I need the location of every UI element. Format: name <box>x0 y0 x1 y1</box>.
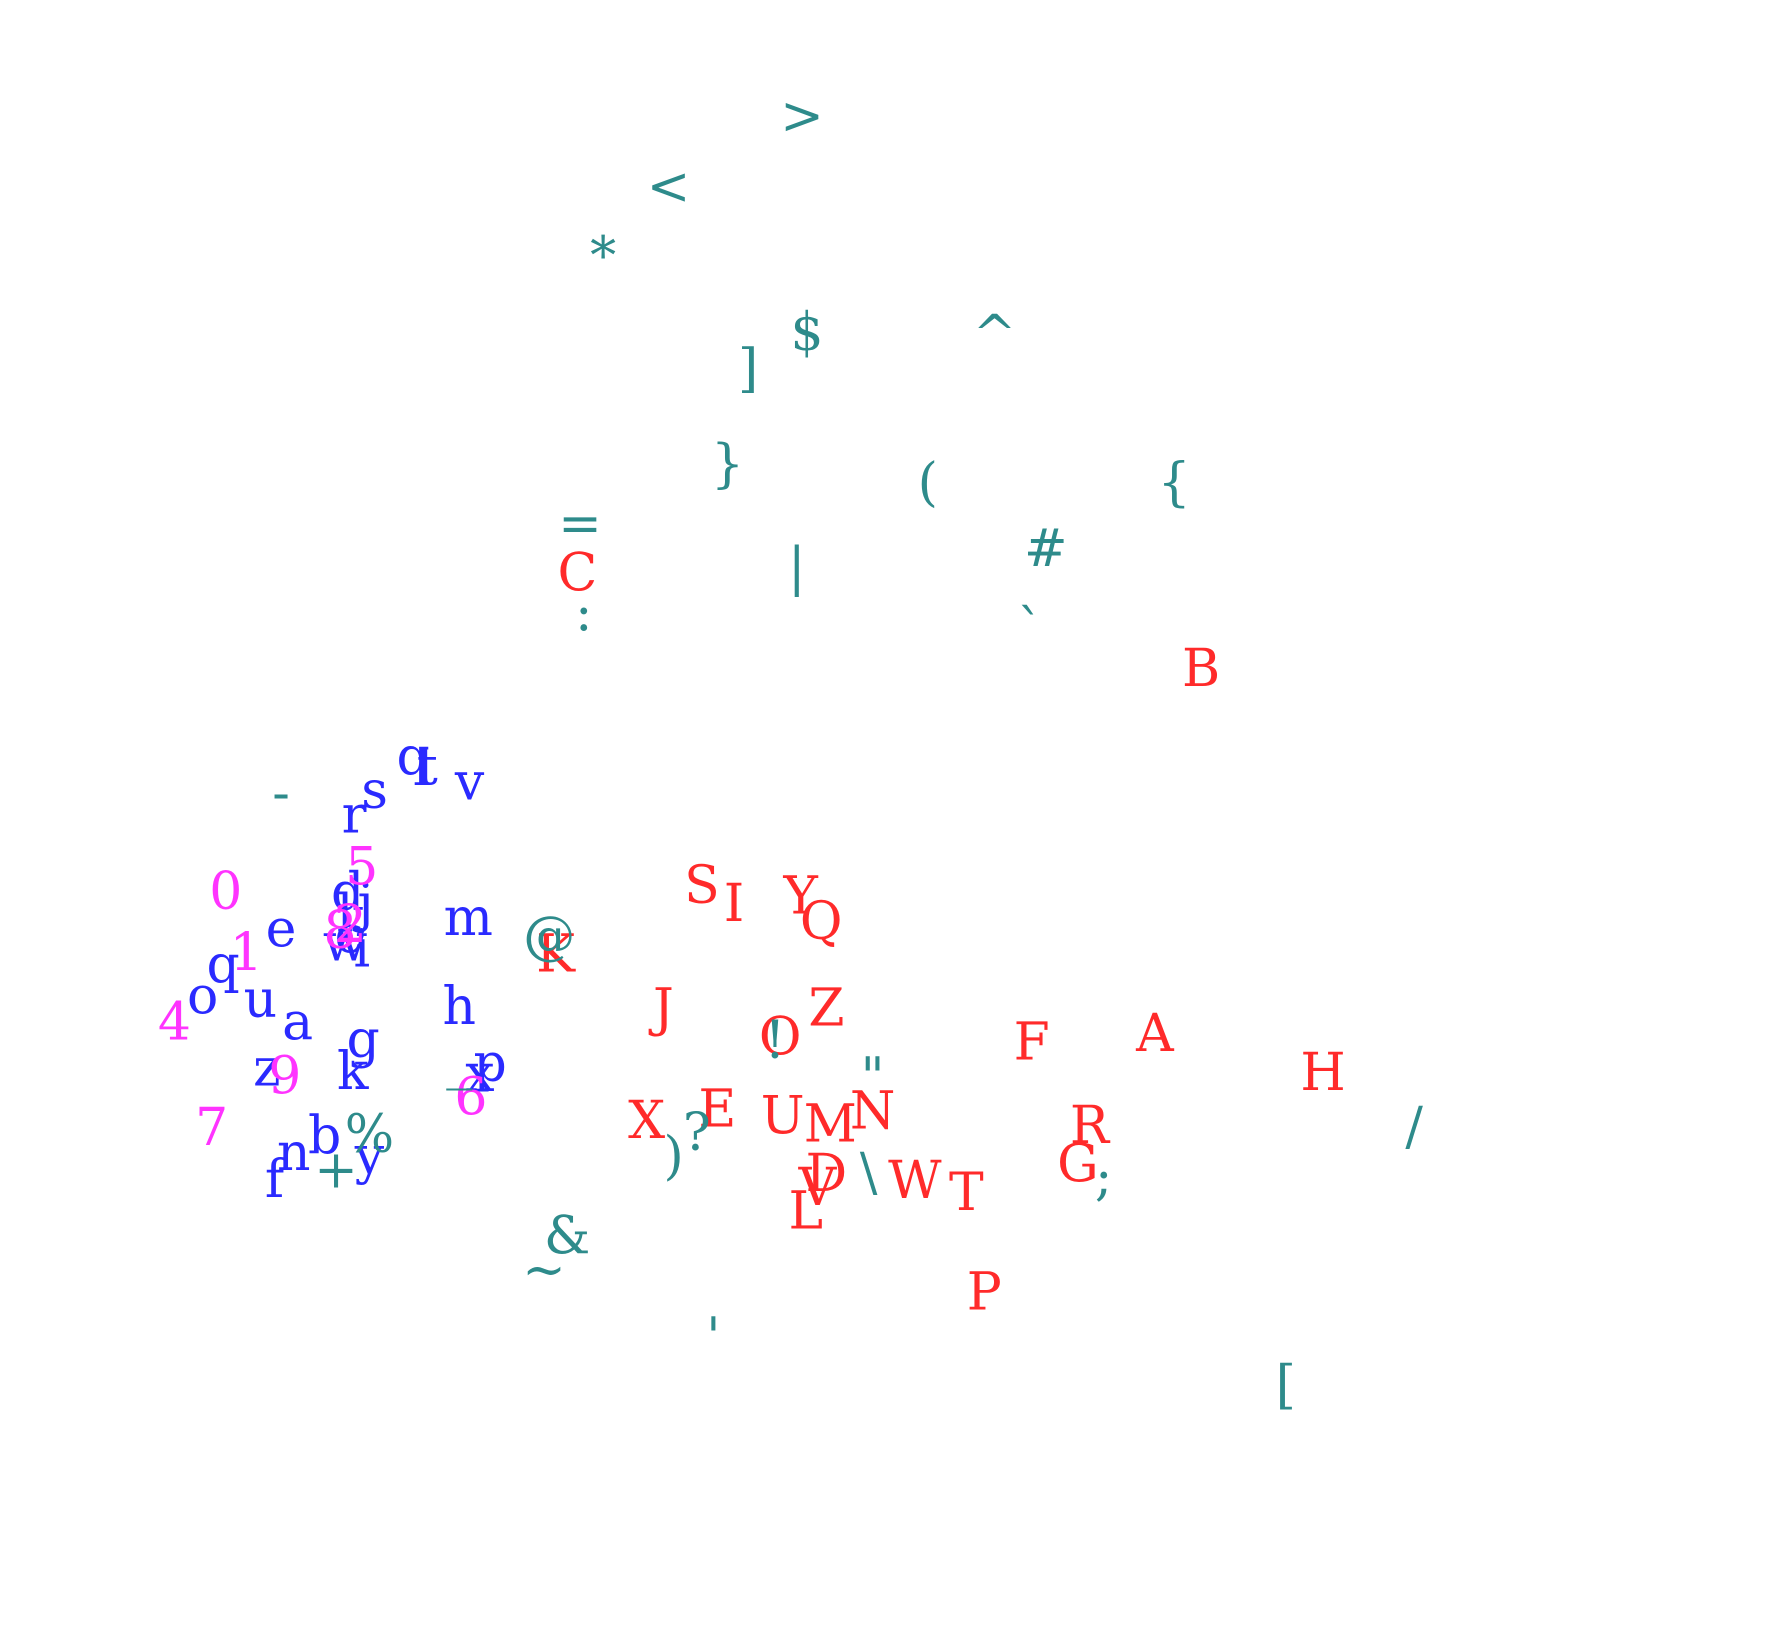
point-uppercase-1: B <box>1182 639 1220 699</box>
point-digits-8: 9 <box>268 1047 301 1107</box>
point-digits-7: 8 <box>323 901 356 961</box>
point-lowercase-9: j <box>353 874 374 934</box>
point-lowercase-0: a <box>282 992 313 1052</box>
point-lowercase-15: p <box>473 1034 506 1094</box>
point-lowercase-17: q <box>207 935 240 995</box>
point-symbols-13: : <box>575 584 593 644</box>
point-uppercase-17: R <box>1070 1096 1111 1156</box>
point-lowercase-8: i <box>353 920 370 980</box>
point-symbols-28: ' <box>706 1307 720 1367</box>
series-symbols: > < * $ ^]} ( { = # | `: @! "?)%+ _ - \ ; / &~ ' [ <box>272 87 1423 1416</box>
point-symbols-29: [ <box>1276 1356 1296 1416</box>
point-lowercase-11: l <box>337 884 354 944</box>
point-symbols-2: * <box>590 226 616 286</box>
point-symbols-15: ! <box>765 1011 786 1071</box>
point-lowercase-16: q <box>396 727 429 787</box>
point-symbols-10: # <box>1024 519 1068 579</box>
point-symbols-12: ` <box>1017 600 1043 660</box>
point-symbols-23: \ <box>860 1143 878 1203</box>
point-symbols-6: } <box>711 434 744 494</box>
point-symbols-18: ) <box>663 1126 683 1186</box>
point-symbols-25: / <box>1405 1097 1423 1157</box>
point-digits-0: 0 <box>209 862 242 922</box>
point-symbols-4: ^ <box>973 305 1017 365</box>
point-uppercase-16: Q <box>800 891 843 951</box>
point-lowercase-18: r <box>342 786 367 846</box>
point-uppercase-18: S <box>684 856 720 916</box>
point-uppercase-13: N <box>850 1082 896 1142</box>
point-symbols-9: = <box>558 494 602 554</box>
point-uppercase-12: M <box>804 1095 857 1155</box>
point-symbols-20: + <box>314 1141 358 1201</box>
point-lowercase-24: x <box>465 1044 494 1104</box>
point-uppercase-3: D <box>806 1144 848 1204</box>
point-lowercase-7: h <box>443 977 477 1037</box>
point-uppercase-14: O <box>759 1008 802 1068</box>
point-symbols-1: < <box>647 157 691 217</box>
point-lowercase-13: n <box>277 1123 311 1183</box>
point-lowercase-12: m <box>444 888 493 948</box>
point-lowercase-3: d <box>331 863 364 923</box>
point-uppercase-25: Z <box>808 978 844 1038</box>
point-digits-2: 2 <box>334 895 367 955</box>
point-uppercase-5: F <box>1014 1012 1050 1072</box>
point-uppercase-7: H <box>1300 1043 1345 1103</box>
point-lowercase-19: s <box>361 761 388 821</box>
point-symbols-8: { <box>1158 453 1191 513</box>
point-uppercase-15: P <box>967 1263 1002 1323</box>
point-lowercase-22: v <box>454 753 485 813</box>
point-lowercase-1: b <box>308 1106 341 1166</box>
point-uppercase-0: A <box>1135 1004 1175 1064</box>
point-digits-3: 4 <box>158 992 191 1052</box>
point-symbols-11: | <box>788 538 806 598</box>
point-lowercase-26: z <box>253 1038 280 1098</box>
point-symbols-22: - <box>272 763 290 823</box>
point-lowercase-6: g <box>346 1010 379 1070</box>
point-uppercase-23: X <box>628 1091 665 1151</box>
series-digits: 01 2 4 5 6 7 8 9 <box>158 837 488 1158</box>
point-uppercase-8: I <box>724 874 745 934</box>
point-uppercase-19: T <box>949 1163 984 1223</box>
point-lowercase-21: u <box>244 970 278 1030</box>
point-symbols-16: " <box>861 1048 885 1108</box>
point-uppercase-2: C <box>558 544 598 604</box>
point-symbols-14: @ <box>523 907 575 967</box>
point-lowercase-5: f <box>265 1150 288 1210</box>
point-symbols-3: $ <box>791 303 824 363</box>
point-symbols-0: > <box>780 87 824 147</box>
point-lowercase-14: o <box>187 967 218 1027</box>
point-lowercase-10: k <box>337 1042 369 1102</box>
point-lowercase-23: w <box>323 914 368 974</box>
point-digits-1: 1 <box>230 923 263 983</box>
point-uppercase-10: K <box>536 924 576 984</box>
point-symbols-19: % <box>345 1105 394 1165</box>
point-lowercase-25: y <box>354 1126 385 1186</box>
point-lowercase-4: e <box>266 900 297 960</box>
point-symbols-7: ( <box>918 453 938 513</box>
point-uppercase-21: V <box>798 1158 838 1218</box>
point-digits-5: 6 <box>454 1068 487 1128</box>
point-uppercase-9: J <box>648 978 674 1038</box>
point-digits-4: 5 <box>345 837 378 897</box>
point-uppercase-4: E <box>698 1079 736 1139</box>
point-uppercase-11: L <box>789 1182 824 1242</box>
point-uppercase-20: U <box>761 1086 805 1146</box>
point-digits-6: 7 <box>195 1098 228 1158</box>
point-uppercase-24: Y <box>783 867 819 927</box>
point-symbols-5: ] <box>738 339 758 399</box>
point-lowercase-20: t <box>417 738 438 798</box>
point-symbols-21: _ <box>446 1031 472 1091</box>
point-symbols-27: ~ <box>522 1240 566 1300</box>
point-symbols-17: ? <box>683 1103 711 1163</box>
point-uppercase-6: G <box>1057 1135 1099 1195</box>
point-symbols-26: & <box>544 1206 590 1266</box>
point-lowercase-2: c <box>334 906 363 966</box>
point-uppercase-22: W <box>888 1151 942 1211</box>
point-symbols-24: ; <box>1095 1148 1113 1208</box>
